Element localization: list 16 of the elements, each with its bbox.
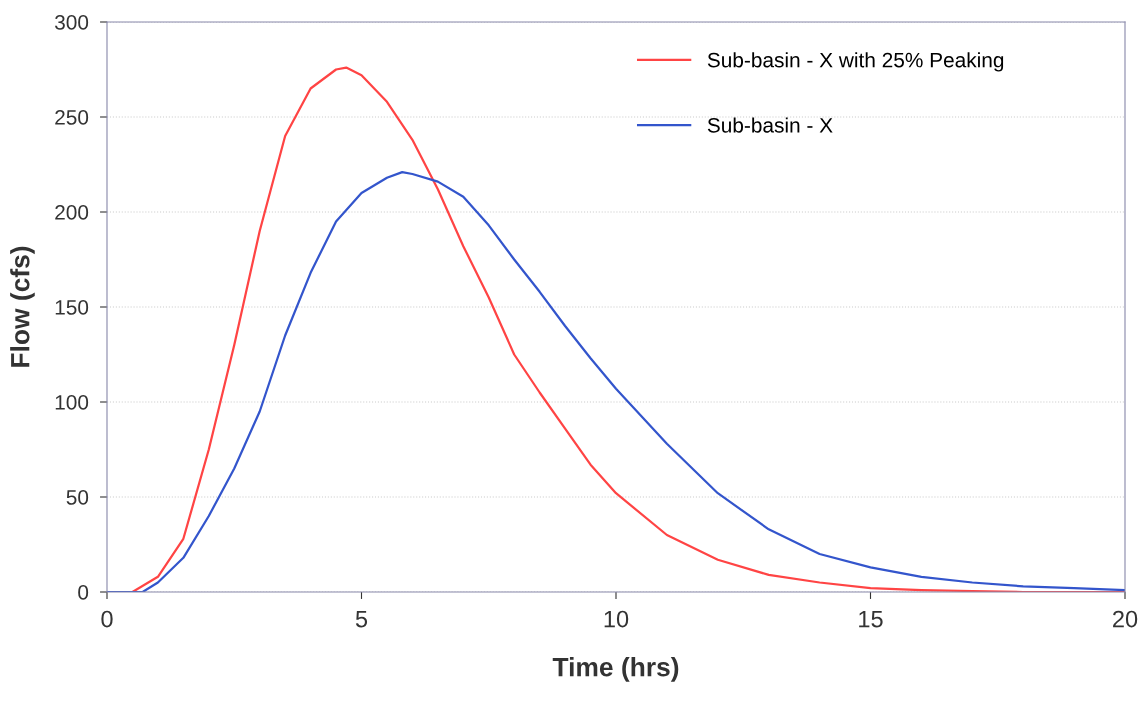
y-tick-label: 300 xyxy=(54,15,89,30)
y-tick-label: 50 xyxy=(66,490,89,505)
x-tick-label: 15 xyxy=(859,610,883,628)
x-tick-label: 20 xyxy=(1113,610,1138,628)
y-tick-label: 200 xyxy=(55,205,89,220)
y-tick-label: 0 xyxy=(78,585,89,600)
x-tick-label: 5 xyxy=(355,610,368,628)
x-tick-label: 10 xyxy=(604,610,629,628)
x-axis-title: Time (hrs) xyxy=(552,657,679,682)
legend-label: Sub-basin - X with 25% Peaking xyxy=(707,52,1004,72)
y-axis-title: Flow (cfs) xyxy=(10,246,35,367)
legend-label: Sub-basin - X xyxy=(707,117,833,133)
y-tick-label: 100 xyxy=(55,395,89,410)
y-tick-label: 150 xyxy=(55,300,89,315)
y-tick-label: 250 xyxy=(55,110,89,125)
x-tick-label: 0 xyxy=(101,610,113,628)
